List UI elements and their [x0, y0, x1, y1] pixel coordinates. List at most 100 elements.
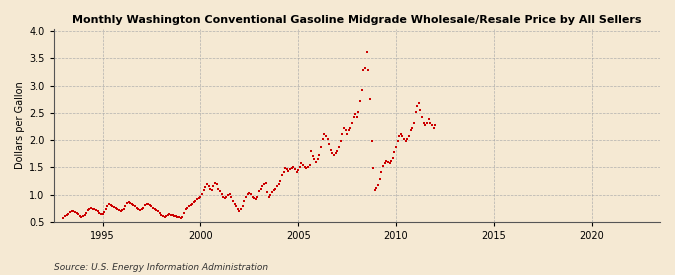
Point: [340, 128, 351, 133]
Point: [377, 164, 388, 168]
Point: [124, 200, 134, 204]
Point: [215, 189, 225, 193]
Point: [81, 211, 92, 215]
Point: [408, 120, 419, 125]
Point: [63, 211, 74, 216]
Point: [416, 115, 427, 119]
Point: [203, 184, 214, 188]
Point: [397, 134, 408, 138]
Point: [343, 128, 354, 133]
Point: [240, 194, 251, 199]
Point: [110, 206, 121, 210]
Point: [180, 207, 191, 211]
Y-axis label: Dollars per Gallon: Dollars per Gallon: [15, 81, 25, 169]
Point: [418, 120, 429, 125]
Point: [200, 185, 211, 190]
Point: [306, 149, 317, 153]
Point: [190, 198, 201, 203]
Point: [59, 214, 70, 218]
Point: [255, 186, 266, 191]
Point: [283, 169, 294, 173]
Point: [140, 203, 151, 208]
Point: [104, 202, 115, 207]
Point: [138, 205, 148, 210]
Point: [169, 213, 180, 218]
Point: [313, 157, 323, 161]
Point: [242, 192, 253, 196]
Point: [82, 208, 93, 213]
Point: [133, 207, 144, 211]
Point: [211, 182, 222, 186]
Point: [198, 188, 209, 192]
Point: [301, 166, 312, 170]
Point: [373, 183, 383, 187]
Point: [392, 139, 403, 143]
Point: [360, 66, 371, 70]
Point: [153, 209, 163, 214]
Point: [176, 216, 186, 220]
Point: [330, 150, 341, 155]
Point: [333, 144, 344, 149]
Point: [196, 192, 207, 196]
Point: [207, 188, 217, 192]
Point: [76, 214, 87, 219]
Point: [391, 144, 402, 149]
Point: [151, 208, 162, 212]
Text: Source: U.S. Energy Information Administration: Source: U.S. Energy Information Administ…: [54, 263, 268, 272]
Point: [314, 153, 325, 158]
Point: [171, 214, 182, 218]
Point: [321, 134, 331, 138]
Point: [400, 139, 411, 143]
Point: [184, 204, 194, 208]
Point: [310, 160, 321, 164]
Point: [285, 167, 296, 172]
Point: [298, 163, 308, 167]
Point: [376, 169, 387, 174]
Point: [149, 207, 160, 211]
Point: [246, 192, 256, 196]
Point: [327, 150, 338, 155]
Point: [73, 212, 84, 216]
Point: [375, 177, 385, 182]
Point: [68, 209, 79, 213]
Point: [126, 202, 137, 207]
Point: [125, 201, 136, 205]
Point: [346, 120, 357, 125]
Point: [348, 115, 359, 119]
Point: [99, 210, 109, 214]
Point: [167, 213, 178, 218]
Point: [201, 182, 212, 186]
Point: [271, 184, 282, 189]
Point: [109, 205, 119, 209]
Point: [387, 155, 398, 160]
Point: [118, 207, 129, 211]
Point: [227, 198, 238, 203]
Point: [291, 169, 302, 174]
Point: [105, 203, 116, 208]
Point: [97, 211, 108, 216]
Point: [384, 161, 395, 165]
Point: [412, 104, 423, 109]
Point: [208, 184, 219, 188]
Point: [164, 212, 175, 216]
Point: [260, 181, 271, 185]
Point: [102, 204, 113, 208]
Point: [281, 167, 292, 172]
Point: [174, 215, 185, 219]
Point: [396, 131, 406, 136]
Point: [279, 166, 290, 170]
Point: [407, 126, 418, 130]
Point: [342, 131, 352, 136]
Point: [120, 204, 131, 208]
Point: [205, 186, 215, 191]
Point: [410, 110, 421, 114]
Point: [309, 157, 320, 161]
Point: [379, 161, 390, 165]
Point: [337, 131, 348, 136]
Point: [188, 200, 199, 204]
Point: [273, 182, 284, 186]
Point: [254, 189, 265, 193]
Point: [278, 169, 289, 174]
Title: Monthly Washington Conventional Gasoline Midgrade Wholesale/Resale Price by All : Monthly Washington Conventional Gasoline…: [72, 15, 642, 25]
Point: [250, 197, 261, 202]
